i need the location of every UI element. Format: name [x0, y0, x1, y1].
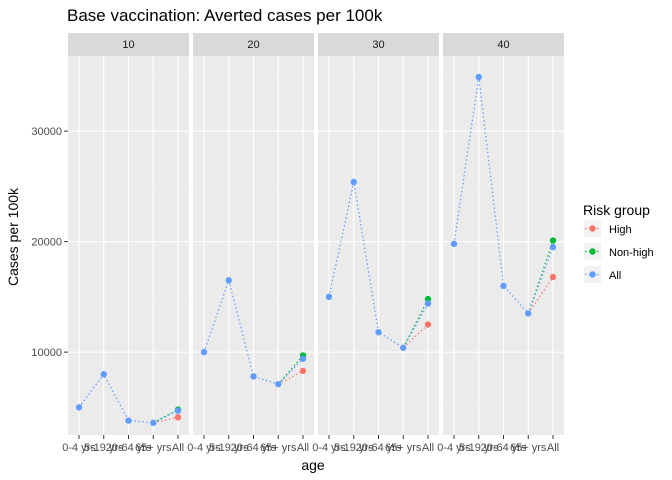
legend-key-point	[589, 248, 596, 255]
data-point-all	[100, 371, 107, 378]
data-point-all	[275, 380, 282, 388]
series-line-all	[453, 76, 554, 315]
data-point-all	[150, 419, 157, 427]
data-point-all	[174, 407, 182, 414]
x-tick-label: 5-19 yrs	[209, 442, 249, 454]
x-tick-label: 20-64 yrs	[356, 442, 402, 454]
x-tick-label: 65+ yrs	[260, 442, 297, 454]
data-point-all	[325, 293, 333, 301]
legend-label: Non-high	[609, 247, 654, 259]
data-point-all	[400, 344, 407, 351]
facet-strip-label: 30	[372, 39, 384, 51]
series-line-high	[402, 324, 429, 349]
legend-key-point	[589, 225, 596, 232]
chart-title: Base vaccination: Averted cases per 100k	[67, 6, 383, 25]
data-point-all	[75, 404, 83, 411]
data-point-high	[174, 414, 182, 421]
facet-strip	[193, 33, 314, 56]
series-line-non-high	[153, 409, 179, 424]
facet-strip-label: 20	[247, 39, 259, 51]
series-line-all	[78, 373, 179, 424]
x-tick-label: 0-4 yrs	[62, 442, 96, 454]
data-point-all	[525, 310, 532, 317]
data-point-high	[299, 367, 307, 375]
data-point-non-high	[549, 237, 557, 244]
data-point-all	[549, 243, 557, 251]
data-point-all	[200, 348, 208, 356]
data-point-all	[450, 240, 458, 248]
x-tick-label: 0-4 yrs	[187, 442, 221, 454]
x-tick-label: 5-19 yrs	[334, 442, 374, 454]
x-tick-label: 20-64 yrs	[481, 442, 527, 454]
legend: Risk group High Non-high All	[583, 202, 654, 283]
data-point-high	[549, 273, 557, 281]
data-point-all	[475, 73, 482, 81]
y-tick-label: 30000	[31, 126, 62, 138]
facet-strip	[318, 33, 439, 56]
x-tick-label: 65+ yrs	[510, 442, 547, 454]
data-point-all	[299, 355, 307, 362]
x-tick-label: 20-64 yrs	[231, 442, 277, 454]
facet-strip-label: 40	[497, 39, 509, 51]
x-tick-label: 65+ yrs	[385, 442, 422, 454]
legend-label: High	[609, 224, 632, 236]
legend-label: All	[609, 270, 621, 282]
legend-item-all: All	[584, 266, 621, 283]
y-axis-title: Cases per 100k	[5, 187, 21, 286]
legend-key-point	[589, 271, 596, 278]
y-tick-label: 20000	[31, 237, 62, 249]
data-point-high	[424, 321, 432, 328]
series-line-high	[278, 370, 304, 385]
data-point-all	[375, 329, 382, 336]
x-tick-label: All	[172, 442, 184, 454]
legend-title: Risk group	[583, 202, 650, 218]
x-tick-label: 0-4 yrs	[437, 442, 471, 454]
facet-strip-label: 10	[122, 39, 134, 51]
legend-item-non-high: Non-high	[584, 243, 654, 260]
facet-strip	[443, 33, 564, 56]
data-point-all	[424, 300, 432, 307]
y-tick-label: 10000	[31, 347, 62, 359]
x-tick-label: All	[297, 442, 309, 454]
x-tick-label: 0-4 yrs	[312, 442, 346, 454]
series-line-high	[527, 276, 554, 314]
series-line-all	[203, 278, 304, 385]
legend-item-high: High	[584, 220, 632, 237]
data-point-all	[225, 277, 232, 284]
y-axis: 10000 20000 30000	[31, 126, 68, 359]
data-point-non-high	[424, 295, 432, 303]
series-line-high	[153, 416, 179, 424]
x-tick-label: 65+ yrs	[135, 442, 172, 454]
x-tick-label: 5-19 yrs	[84, 442, 124, 454]
x-axis-title: age	[301, 457, 325, 473]
x-tick-label: All	[547, 442, 559, 454]
x-tick-label: 5-19 yrs	[459, 442, 499, 454]
data-point-all	[500, 282, 507, 290]
facet-strip	[68, 33, 189, 56]
data-point-all	[125, 417, 132, 424]
data-point-all	[250, 373, 257, 380]
x-tick-label: All	[422, 442, 434, 454]
data-point-all	[350, 178, 357, 186]
x-tick-label: 20-64 yrs	[106, 442, 152, 454]
